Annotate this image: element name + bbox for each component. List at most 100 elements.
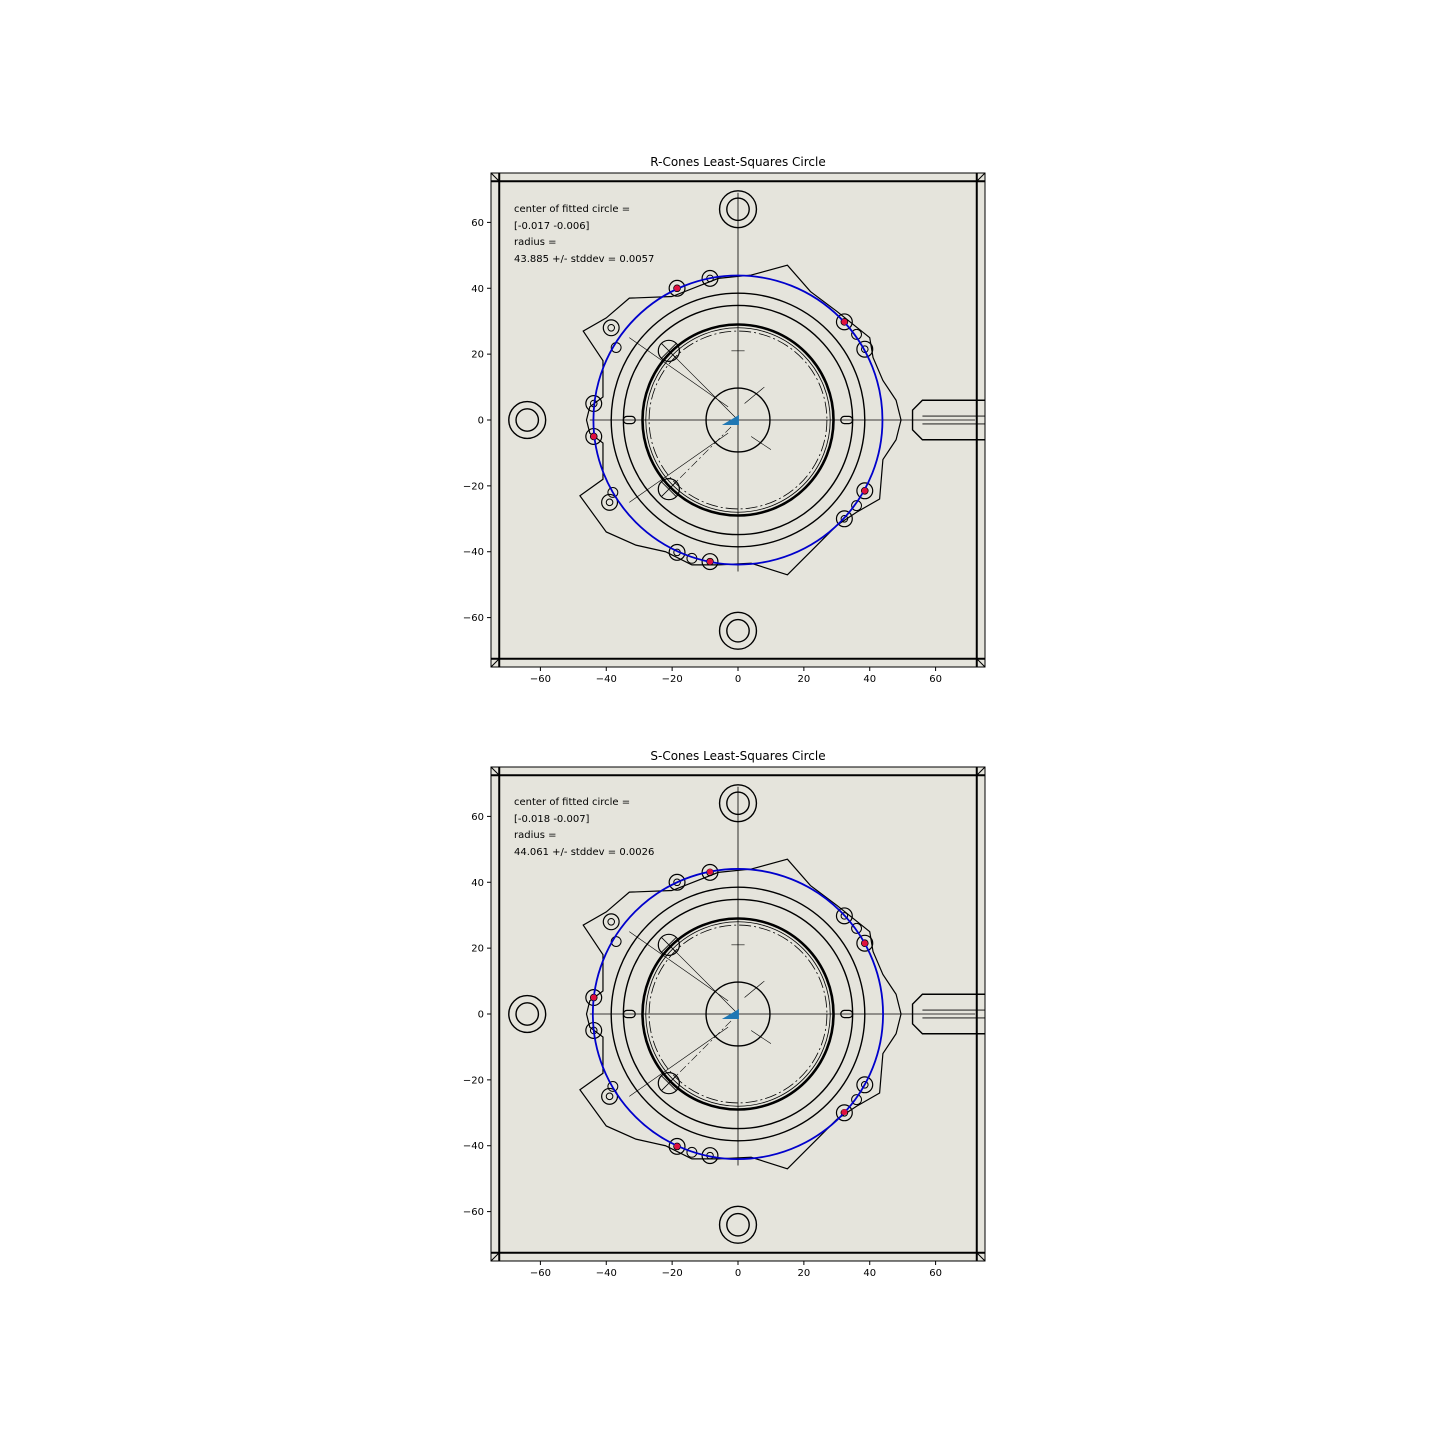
annotation-line-1: center of fitted circle =	[514, 797, 630, 808]
cone-boss-inner	[840, 912, 849, 920]
cone-boss	[602, 913, 620, 931]
y-tick-label: 20	[471, 944, 484, 955]
corner-chamfer	[976, 173, 985, 182]
cone-point	[590, 994, 597, 1001]
x-tick-label: 40	[863, 1268, 876, 1279]
cone-boss-inner	[861, 939, 869, 947]
cone-boss-inner	[861, 1081, 869, 1089]
cone-boss-small	[851, 1094, 862, 1106]
fit-annotation: center of fitted circle = [-0.018 -0.007…	[514, 797, 654, 858]
x-tick-label: −40	[596, 674, 617, 685]
x-tick-label: 40	[863, 674, 876, 685]
x-tick-label: 20	[797, 674, 810, 685]
cone-boss	[701, 1147, 719, 1165]
x-tick-label: 60	[929, 1268, 942, 1279]
inner-ring	[645, 327, 831, 513]
bolt-hole	[657, 339, 680, 362]
annotation-line-1: center of fitted circle =	[514, 204, 630, 215]
cone-boss-inner	[607, 323, 615, 332]
cone-boss	[835, 313, 853, 331]
annotation-line-3: radius =	[514, 237, 556, 248]
mounting-hole-inner	[726, 791, 750, 816]
x-tick-label: 60	[929, 674, 942, 685]
bolt-circle	[648, 330, 828, 510]
cone-boss	[668, 873, 686, 891]
cone-boss	[856, 482, 874, 500]
corner-chamfer	[491, 1252, 500, 1261]
corner-chamfer	[491, 658, 500, 667]
inner-ring-thick	[641, 323, 835, 517]
y-tick-label: −60	[463, 1207, 484, 1218]
construction-line	[629, 337, 729, 408]
pin-slot	[840, 415, 854, 425]
cone-point	[841, 318, 848, 325]
chart-title: R-Cones Least-Squares Circle	[650, 155, 825, 169]
mounting-hole	[718, 1205, 758, 1244]
y-tick-label: 40	[471, 878, 484, 889]
annotation-line-3: radius =	[514, 830, 556, 841]
x-tick-label: −20	[662, 1268, 683, 1279]
fit-overlay	[590, 274, 884, 566]
construction-line	[629, 432, 729, 503]
mounting-hole-inner	[726, 1212, 750, 1237]
annotation-line-4: 44.061 +/- stddev = 0.0026	[514, 847, 654, 858]
x-tick-label: −60	[530, 674, 551, 685]
bolt-hole	[657, 933, 680, 956]
x-tick-label: −20	[662, 674, 683, 685]
cone-point	[674, 1143, 681, 1150]
flange-ring	[610, 886, 866, 1142]
pin-slot	[622, 415, 636, 425]
cone-point	[707, 868, 714, 875]
flange-ring	[610, 292, 866, 548]
cone-boss	[856, 1076, 874, 1094]
cone-boss-inner	[607, 917, 615, 926]
x-tick-label: 0	[735, 674, 741, 685]
cone-boss-small	[851, 922, 862, 934]
corner-chamfer	[491, 173, 500, 182]
cone-boss	[668, 543, 686, 561]
mounting-hole	[718, 190, 758, 229]
y-tick-label: 60	[471, 812, 484, 823]
construction-line	[668, 350, 739, 421]
construction-line	[751, 436, 772, 450]
annotation-line-2: [-0.018 -0.007]	[514, 814, 590, 825]
cone-boss-small	[851, 500, 862, 512]
mounting-hole	[508, 400, 547, 440]
mounting-hole	[508, 994, 547, 1034]
cone-point	[674, 285, 681, 292]
construction-line	[668, 1013, 739, 1084]
mounting-hole-inner	[726, 618, 750, 643]
cone-point	[861, 940, 868, 947]
cone-boss-inner	[840, 515, 849, 523]
cone-boss-small	[607, 487, 619, 498]
y-tick-label: 20	[471, 350, 484, 361]
axes: −60 −40 −20 0 20 40 60 −60 −40 −20 0 20 40 60	[463, 766, 986, 1279]
construction-line	[744, 386, 765, 404]
y-tick-label: −20	[463, 1075, 484, 1086]
corner-chamfer	[976, 658, 985, 667]
mounting-hole-inner	[726, 197, 750, 222]
cone-boss-inner	[673, 878, 681, 887]
construction-line	[668, 419, 739, 490]
cone-boss	[835, 510, 853, 528]
cone-boss	[601, 493, 619, 511]
x-tick-label: 20	[797, 1268, 810, 1279]
y-tick-label: −60	[463, 613, 484, 624]
fit-overlay	[590, 868, 884, 1161]
inner-ring-thick	[641, 917, 835, 1111]
mounting-hole-inner	[515, 408, 540, 432]
construction-line	[668, 944, 739, 1015]
cone-boss	[856, 934, 874, 952]
bolt-hole	[657, 478, 680, 501]
cone-boss-inner	[605, 1092, 614, 1101]
y-tick-label: −20	[463, 481, 484, 492]
fitted-circle	[592, 274, 884, 566]
slot-outline	[911, 399, 985, 441]
construction-line	[629, 1026, 729, 1097]
cone-boss	[701, 553, 719, 571]
bolt-hole	[657, 1072, 680, 1095]
flange-outline	[579, 264, 902, 576]
cone-boss-inner	[840, 318, 849, 326]
y-tick-label: 60	[471, 218, 484, 229]
mounting-hole	[718, 611, 758, 650]
